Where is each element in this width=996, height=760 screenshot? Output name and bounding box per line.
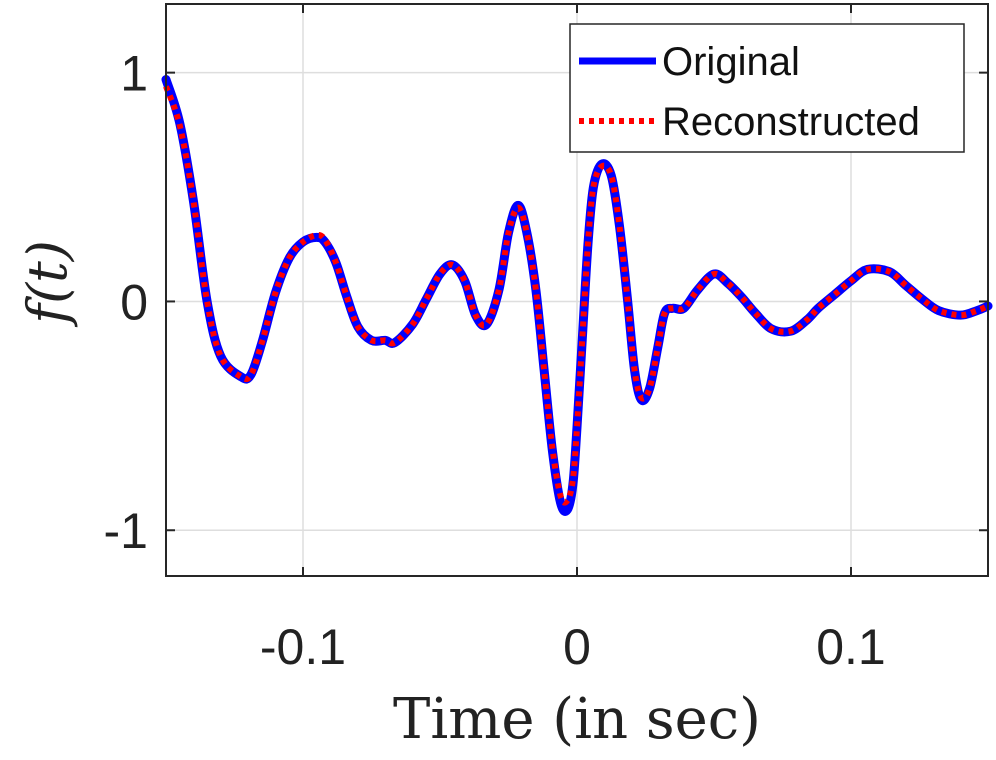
x-axis-label: Time (in sec) — [393, 687, 761, 752]
x-tick-label: -0.1 — [260, 619, 346, 675]
ticks — [166, 4, 988, 576]
legend-label-reconstructed: Reconstructed — [662, 100, 920, 144]
legend-label-original: Original — [662, 40, 800, 84]
legend: Original Reconstructed — [569, 23, 965, 153]
series-line-reconstructed — [163, 85, 990, 506]
y-axis-label: f(t) — [16, 240, 79, 328]
series-layer — [161, 75, 993, 516]
x-tick-label: 0.1 — [816, 619, 886, 675]
tick-labels: -0.1 0 0.1 -1 0 1 — [104, 46, 886, 675]
y-tick-label: 1 — [120, 46, 148, 102]
legend-box — [569, 23, 965, 153]
y-tick-label: -1 — [104, 503, 148, 559]
y-tick-label: 0 — [120, 274, 148, 330]
x-tick-label: 0 — [563, 619, 591, 675]
